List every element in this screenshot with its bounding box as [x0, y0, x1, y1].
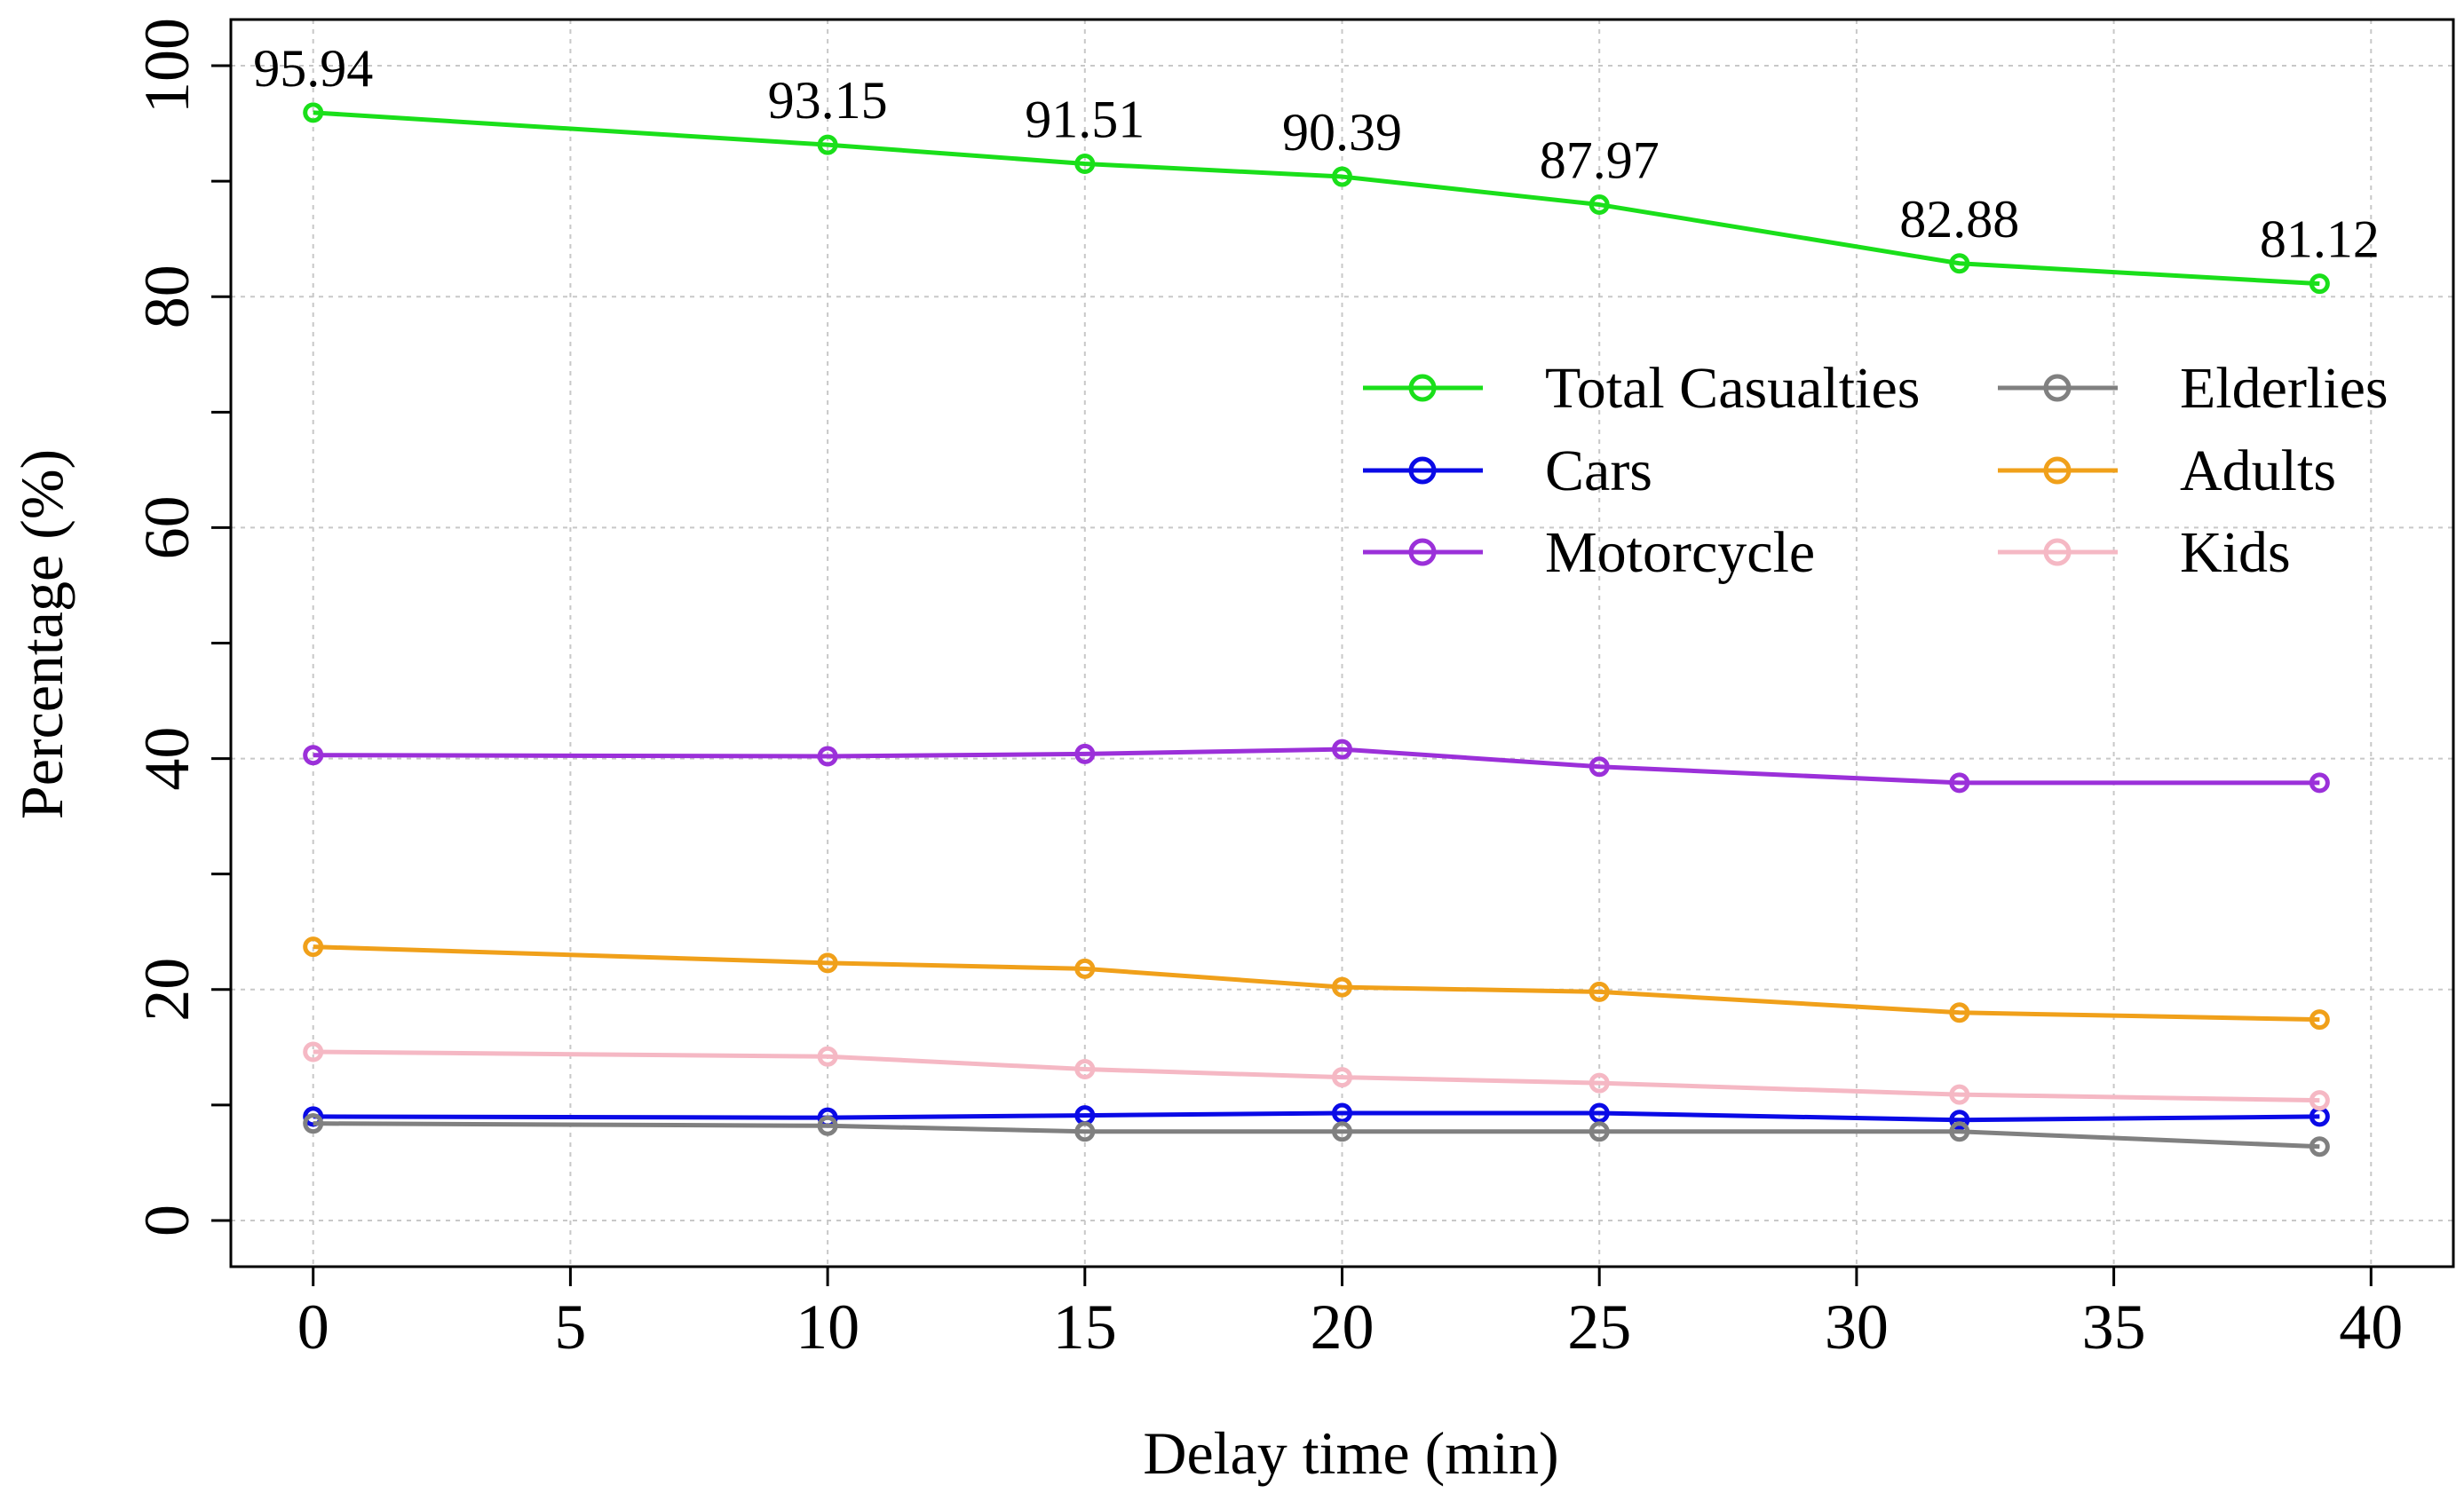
data-point — [1949, 1121, 1970, 1142]
data-point — [817, 746, 838, 767]
data-point — [1589, 756, 1610, 778]
legend-item: Cars — [1363, 438, 1652, 503]
y-axis-title: Percentage (%) — [8, 449, 75, 819]
data-point — [1074, 743, 1096, 764]
data-point — [1949, 772, 1970, 794]
data-label: 81.12 — [2260, 210, 2380, 269]
series-motorcycle — [303, 739, 2330, 794]
data-point — [1589, 1072, 1610, 1094]
x-tick-label: 30 — [1825, 1292, 1889, 1363]
data-label: 90.39 — [1282, 103, 1402, 162]
grid — [231, 20, 2453, 1267]
data-point — [1332, 976, 1352, 998]
data-point — [303, 936, 324, 958]
data-point — [2309, 1009, 2330, 1031]
legend-item: Adults — [1998, 438, 2336, 503]
series-line — [313, 110, 2320, 287]
data-label: 91.51 — [1025, 90, 1145, 148]
data-point — [1074, 153, 1096, 174]
series-line — [313, 1049, 2320, 1103]
legend-label: Cars — [1545, 438, 1652, 503]
data-point — [303, 745, 324, 766]
series-elderlies — [303, 1113, 2330, 1157]
x-tick-label: 25 — [1567, 1292, 1631, 1363]
legend-swatch-marker — [2043, 374, 2072, 402]
axes: 0 5 10 15 20 25 30 35 40 0 20 40 60 80 100 — [131, 18, 2455, 1363]
data-label: 87.97 — [1540, 131, 1660, 190]
legend-label: Kids — [2180, 520, 2291, 585]
data-point — [1589, 981, 1610, 1002]
y-tick-label: 0 — [131, 1205, 202, 1236]
x-tick-label: 35 — [2082, 1292, 2146, 1363]
data-point — [303, 1113, 324, 1134]
data-point — [1949, 253, 1970, 274]
y-tick-label: 20 — [131, 958, 202, 1022]
legend-swatch-marker — [1408, 456, 1437, 485]
legend: Total Casualties Cars Motorcycle Elderlies A… — [1363, 356, 2389, 585]
data-point — [1589, 1121, 1610, 1142]
data-point — [817, 1046, 838, 1067]
x-tick-label: 10 — [796, 1292, 860, 1363]
data-point — [303, 1041, 324, 1063]
annotation-layer: 95.94 93.15 91.51 90.39 87.97 82.88 81.12 — [253, 39, 2380, 269]
legend-label: Motorcycle — [1545, 520, 1815, 585]
x-tick-label: 20 — [1311, 1292, 1375, 1363]
legend-label: Elderlies — [2180, 356, 2389, 421]
legend-swatch-marker — [2043, 538, 2072, 566]
series-line — [313, 747, 2320, 786]
legend-label: Total Casualties — [1545, 356, 1920, 421]
y-tick-label: 40 — [131, 727, 202, 791]
data-point — [2309, 772, 2330, 794]
legend-swatch-marker — [1408, 374, 1437, 402]
x-axis-title: Delay time (min) — [1143, 1419, 1558, 1487]
data-point — [1332, 1102, 1352, 1124]
data-point — [2309, 1090, 2330, 1111]
y-tick-label: 80 — [131, 265, 202, 328]
legend-label: Adults — [2180, 438, 2336, 503]
x-tick-label: 40 — [2339, 1292, 2403, 1363]
series-layer — [303, 102, 2330, 1157]
data-point — [1332, 166, 1352, 187]
series-line — [313, 1121, 2320, 1149]
series-line — [313, 944, 2320, 1023]
data-point — [1949, 1084, 1970, 1105]
data-point — [2309, 273, 2330, 295]
data-label: 93.15 — [768, 71, 888, 130]
y-tick-label: 60 — [131, 495, 202, 559]
data-point — [1074, 958, 1096, 979]
data-point — [1332, 1121, 1352, 1142]
data-point — [1332, 739, 1352, 760]
x-tick-label: 0 — [297, 1292, 329, 1363]
data-point — [817, 1115, 838, 1136]
x-tick-label: 5 — [554, 1292, 586, 1363]
series-kids — [303, 1041, 2330, 1111]
data-point — [1949, 1002, 1970, 1023]
data-label: 82.88 — [1899, 190, 2019, 249]
data-point — [1949, 1110, 1970, 1131]
series-line — [313, 1110, 2320, 1123]
data-point — [817, 952, 838, 974]
y-tick-label: 100 — [131, 18, 202, 114]
data-point — [1589, 1102, 1610, 1124]
legend-item: Total Casualties — [1363, 356, 1920, 421]
legend-swatch-marker — [1408, 538, 1437, 566]
data-point — [1074, 1121, 1096, 1142]
data-point — [1074, 1059, 1096, 1080]
series-adults — [303, 936, 2330, 1031]
x-tick-label: 15 — [1053, 1292, 1117, 1363]
legend-item: Motorcycle — [1363, 520, 1815, 585]
legend-item: Kids — [1998, 520, 2291, 585]
legend-swatch-marker — [2043, 456, 2072, 485]
data-point — [1589, 194, 1610, 216]
series-total-casualties — [303, 102, 2330, 295]
data-point — [303, 102, 324, 123]
data-point — [817, 134, 838, 155]
data-label: 95.94 — [253, 39, 373, 98]
data-point — [1332, 1067, 1352, 1088]
data-point — [2309, 1136, 2330, 1157]
legend-item: Elderlies — [1998, 356, 2389, 421]
